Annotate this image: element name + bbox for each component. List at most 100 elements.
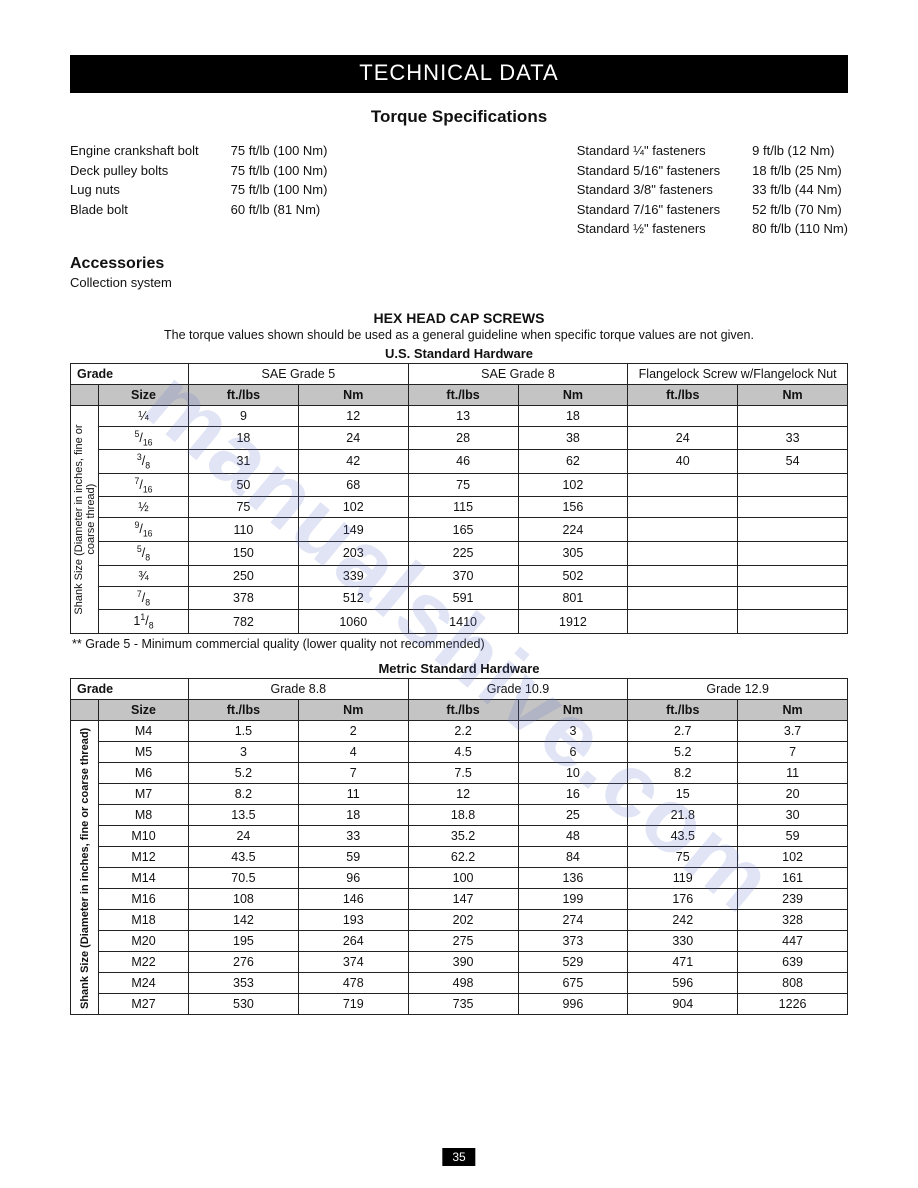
value-cell <box>628 497 738 518</box>
value-cell <box>738 586 848 610</box>
value-cell: 102 <box>738 847 848 868</box>
value-cell: 46 <box>408 450 518 474</box>
value-cell <box>738 497 848 518</box>
size-cell: 3/8 <box>99 450 189 474</box>
torque-left-col: Engine crankshaft boltDeck pulley boltsL… <box>70 141 327 239</box>
value-cell: 150 <box>189 542 299 566</box>
value-cell: 75 <box>628 847 738 868</box>
size-cell: 5/16 <box>99 426 189 450</box>
table-row: Shank Size (Diameter in inches, fine or … <box>71 721 848 742</box>
title-bar: TECHNICAL DATA <box>70 55 848 93</box>
table-row: 7/8378512591801 <box>71 586 848 610</box>
value-cell <box>628 610 738 634</box>
table-row: M10243335.24843.559 <box>71 826 848 847</box>
value-cell <box>738 610 848 634</box>
table-row: M78.21112161520 <box>71 784 848 805</box>
value-cell: 84 <box>518 847 628 868</box>
value-cell: 639 <box>738 952 848 973</box>
unit-ft-header: ft./lbs <box>189 384 299 405</box>
value-cell: 12 <box>298 405 408 426</box>
value-cell: 735 <box>408 994 518 1015</box>
table-row: 11/8782106014101912 <box>71 610 848 634</box>
torque-label: Lug nuts <box>70 180 199 200</box>
grade-col-header: Grade 10.9 <box>408 679 628 700</box>
table-row: 3/8314246624054 <box>71 450 848 474</box>
torque-specs: Engine crankshaft boltDeck pulley boltsL… <box>70 141 848 239</box>
value-cell: 68 <box>298 473 408 497</box>
value-cell: 110 <box>189 518 299 542</box>
value-cell: 264 <box>298 931 408 952</box>
torque-value: 60 ft/lb (81 Nm) <box>231 200 328 220</box>
size-cell: M12 <box>99 847 189 868</box>
value-cell: 54 <box>738 450 848 474</box>
value-cell: 7 <box>298 763 408 784</box>
unit-nm-header: Nm <box>518 700 628 721</box>
table-row: Shank Size (Diameter in inches, fine or … <box>71 405 848 426</box>
table-row: 7/16506875102 <box>71 473 848 497</box>
unit-nm-header: Nm <box>738 700 848 721</box>
value-cell: 18 <box>518 405 628 426</box>
torque-right-col: Standard ¼" fastenersStandard 5/16" fast… <box>577 141 848 239</box>
value-cell: 904 <box>628 994 738 1015</box>
value-cell: 28 <box>408 426 518 450</box>
torque-value: 52 ft/lb (70 Nm) <box>752 200 848 220</box>
value-cell: 530 <box>189 994 299 1015</box>
size-cell: M14 <box>99 868 189 889</box>
value-cell <box>738 542 848 566</box>
value-cell: 24 <box>628 426 738 450</box>
unit-nm-header: Nm <box>298 700 408 721</box>
grade-col-header: Grade 12.9 <box>628 679 848 700</box>
value-cell: 512 <box>298 586 408 610</box>
value-cell: 8.2 <box>189 784 299 805</box>
value-cell: 1226 <box>738 994 848 1015</box>
value-cell: 2.7 <box>628 721 738 742</box>
value-cell: 202 <box>408 910 518 931</box>
value-cell: 5.2 <box>628 742 738 763</box>
table-row: 5/8150203225305 <box>71 542 848 566</box>
value-cell: 115 <box>408 497 518 518</box>
value-cell: 529 <box>518 952 628 973</box>
table-row: M65.277.5108.211 <box>71 763 848 784</box>
value-cell: 48 <box>518 826 628 847</box>
grade-header: Grade <box>71 363 189 384</box>
value-cell: 75 <box>408 473 518 497</box>
table-row: M275307197359969041226 <box>71 994 848 1015</box>
value-cell: 75 <box>189 497 299 518</box>
value-cell: 43.5 <box>628 826 738 847</box>
value-cell: 20 <box>738 784 848 805</box>
value-cell: 498 <box>408 973 518 994</box>
value-cell: 149 <box>298 518 408 542</box>
value-cell: 275 <box>408 931 518 952</box>
table-row: 9/16110149165224 <box>71 518 848 542</box>
value-cell: 274 <box>518 910 628 931</box>
size-cell: M18 <box>99 910 189 931</box>
torque-label: Engine crankshaft bolt <box>70 141 199 161</box>
value-cell <box>628 542 738 566</box>
value-cell <box>738 405 848 426</box>
value-cell: 675 <box>518 973 628 994</box>
value-cell: 156 <box>518 497 628 518</box>
torque-label: Standard 3/8" fasteners <box>577 180 720 200</box>
table-row: M5344.565.27 <box>71 742 848 763</box>
torque-value: 80 ft/lb (110 Nm) <box>752 219 848 239</box>
size-cell: M20 <box>99 931 189 952</box>
value-cell: 50 <box>189 473 299 497</box>
value-cell: 1060 <box>298 610 408 634</box>
value-cell: 161 <box>738 868 848 889</box>
value-cell: 18.8 <box>408 805 518 826</box>
value-cell: 224 <box>518 518 628 542</box>
value-cell: 96 <box>298 868 408 889</box>
grade-col-header: Flangelock Screw w/Flangelock Nut <box>628 363 848 384</box>
value-cell <box>628 565 738 586</box>
value-cell <box>738 518 848 542</box>
value-cell: 142 <box>189 910 299 931</box>
metric-std-title: Metric Standard Hardware <box>70 661 848 676</box>
value-cell: 70.5 <box>189 868 299 889</box>
value-cell: 596 <box>628 973 738 994</box>
value-cell: 16 <box>518 784 628 805</box>
torque-label: Standard ¼" fasteners <box>577 141 720 161</box>
value-cell: 502 <box>518 565 628 586</box>
table-row: M22276374390529471639 <box>71 952 848 973</box>
unit-ft-header: ft./lbs <box>408 384 518 405</box>
value-cell: 3 <box>189 742 299 763</box>
